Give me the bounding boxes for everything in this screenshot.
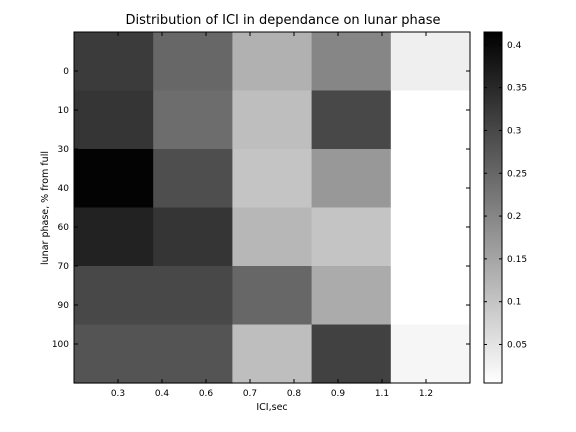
y-tick-label: 100	[52, 340, 69, 350]
heatmap-cells	[74, 32, 471, 384]
heatmap-cell-r3-c4	[390, 207, 471, 267]
y-tick-label: 90	[58, 301, 70, 311]
x-tick-label: 0.3	[111, 389, 125, 399]
heatmap-cell-r3-c1	[153, 207, 233, 267]
heatmap-cell-r5-c0	[74, 324, 154, 384]
x-tick-label: 0.9	[331, 389, 346, 399]
heatmap-cell-r0-c2	[232, 32, 313, 92]
heatmap-cell-r5-c1	[153, 324, 233, 384]
heatmap-cell-r4-c2	[232, 266, 313, 326]
heatmap-cell-r3-c2	[232, 207, 313, 267]
y-tick-label: 30	[58, 145, 70, 155]
colorbar-tick-label: 0.15	[507, 255, 527, 265]
heatmap-cell-r0-c0	[74, 32, 154, 92]
heatmap-cell-r0-c4	[390, 32, 471, 92]
heatmap-cell-r2-c3	[311, 149, 392, 209]
y-axis-label: lunar phase, % from full	[40, 151, 51, 265]
colorbar-tick-label: 0.2	[507, 212, 521, 222]
x-axis-ticks: 0.3 0.4 0.6 0.7 0.8 0.9 1.1 1.2	[111, 32, 433, 399]
heatmap-cell-r4-c0	[74, 266, 154, 326]
x-tick-label: 0.6	[199, 389, 214, 399]
x-tick-label: 1.1	[375, 389, 389, 399]
heatmap-cell-r0-c3	[311, 32, 392, 92]
colorbar-tick-label: 0.3	[507, 126, 521, 136]
y-axis-ticks: 0 10 30 40 60 70 90 100	[52, 67, 470, 350]
heatmap-cell-r1-c1	[153, 90, 233, 150]
heatmap-cell-r3-c3	[311, 207, 392, 267]
y-tick-label: 0	[63, 67, 69, 77]
colorbar-tick-label: 0.25	[507, 169, 527, 179]
heatmap-cell-r0-c1	[153, 32, 233, 92]
heatmap-cell-r1-c0	[74, 90, 154, 150]
y-tick-label: 60	[58, 223, 70, 233]
x-tick-label: 0.4	[155, 389, 170, 399]
y-tick-label: 10	[58, 106, 70, 116]
heatmap-cell-r4-c4	[390, 266, 471, 326]
y-tick-label: 40	[58, 184, 70, 194]
heatmap-cell-r5-c3	[311, 324, 392, 384]
heatmap-cell-r2-c4	[390, 149, 471, 209]
heatmap-cell-r2-c1	[153, 149, 233, 209]
y-tick-label: 70	[58, 262, 70, 272]
colorbar-tick-label: 0.1	[507, 298, 521, 308]
colorbar	[483, 31, 503, 384]
heatmap-cell-r5-c2	[232, 324, 313, 384]
colorbar-tick-label: 0.4	[507, 41, 522, 51]
x-tick-label: 0.7	[243, 389, 257, 399]
heatmap-cell-r5-c4	[390, 324, 471, 384]
x-tick-label: 0.8	[287, 389, 302, 399]
x-tick-label: 1.2	[419, 389, 433, 399]
chart-title: Distribution of ICI in dependance on lun…	[125, 13, 440, 28]
heatmap-cell-r4-c1	[153, 266, 233, 326]
colorbar-tick-label: 0.05	[507, 340, 527, 350]
heatmap-cell-r2-c2	[232, 149, 313, 209]
heatmap-cell-r2-c0	[74, 149, 154, 209]
axes-frame	[73, 31, 471, 384]
heatmap-cell-r3-c0	[74, 207, 154, 267]
heatmap-cell-r1-c2	[232, 90, 313, 150]
heatmap-cell-r4-c3	[311, 266, 392, 326]
x-axis-label: ICI,sec	[256, 402, 287, 413]
heatmap-cell-r1-c4	[390, 90, 471, 150]
colorbar-tick-label: 0.35	[507, 84, 527, 94]
colorbar-ticks: 0.05 0.1 0.15 0.2 0.25 0.3 0.35 0.4	[484, 41, 527, 350]
heatmap-cell-r1-c3	[311, 90, 392, 150]
